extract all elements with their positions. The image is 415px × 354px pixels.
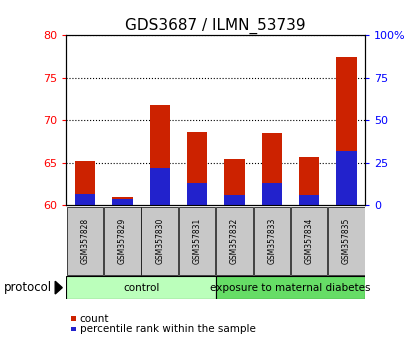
Text: exposure to maternal diabetes: exposure to maternal diabetes — [210, 282, 371, 293]
Text: GSM357832: GSM357832 — [230, 218, 239, 264]
Bar — [112, 197, 133, 205]
Bar — [261, 183, 282, 205]
Bar — [224, 195, 245, 205]
Bar — [216, 207, 253, 275]
Bar — [67, 207, 103, 275]
Bar — [328, 207, 365, 275]
Bar — [254, 207, 290, 275]
Bar — [142, 207, 178, 275]
Bar — [66, 276, 216, 299]
Text: GSM357830: GSM357830 — [155, 217, 164, 264]
Bar — [75, 194, 95, 205]
Text: GSM357829: GSM357829 — [118, 218, 127, 264]
Text: percentile rank within the sample: percentile rank within the sample — [80, 324, 256, 334]
Bar — [187, 132, 208, 205]
Bar — [261, 133, 282, 205]
Bar — [336, 151, 357, 205]
Text: protocol: protocol — [4, 281, 52, 294]
Text: GSM357828: GSM357828 — [81, 218, 90, 264]
Text: GSM357834: GSM357834 — [305, 217, 314, 264]
Bar — [149, 105, 170, 205]
Bar — [299, 157, 320, 205]
Text: GSM357835: GSM357835 — [342, 217, 351, 264]
Bar — [216, 276, 365, 299]
Bar — [112, 199, 133, 205]
Bar — [224, 159, 245, 205]
Bar — [299, 195, 320, 205]
Bar — [291, 207, 327, 275]
Bar — [187, 183, 208, 205]
Bar — [336, 57, 357, 205]
Bar — [179, 207, 215, 275]
Bar — [149, 168, 170, 205]
Text: GSM357831: GSM357831 — [193, 218, 202, 264]
Title: GDS3687 / ILMN_53739: GDS3687 / ILMN_53739 — [125, 18, 306, 34]
Text: count: count — [80, 314, 109, 324]
Text: GSM357833: GSM357833 — [267, 217, 276, 264]
Bar — [75, 161, 95, 205]
Bar — [104, 207, 141, 275]
Text: control: control — [123, 282, 159, 293]
